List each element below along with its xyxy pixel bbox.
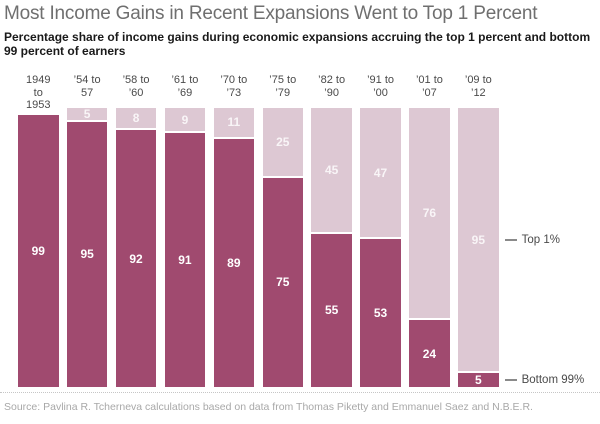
page-subtitle: Percentage share of income gains during … (4, 30, 591, 58)
bar-value-label-bottom99: 89 (227, 255, 241, 270)
annotation-dash-icon (504, 379, 517, 382)
category-label-line: ’58 to (122, 74, 150, 86)
bar-segment-bottom99 (213, 138, 255, 387)
footer-dotted-divider (0, 392, 600, 393)
category-label-line: 1949 (26, 74, 51, 86)
category-label-line: ’54 to (73, 74, 101, 86)
bar-segment-bottom99 (458, 373, 499, 387)
category-label: ’54 to 57 (61, 74, 114, 99)
category-label: ’91 to ’00 (354, 74, 407, 99)
bar-value-label-bottom99: 95 (80, 247, 94, 262)
bar-segment-top1 (115, 108, 157, 129)
bar-value-label-top1: 8 (132, 111, 140, 126)
bar-value-label-top1: 9 (181, 112, 189, 127)
category-label: ’75 to ’79 (257, 74, 310, 99)
annotation-top1-label: Top 1% (521, 233, 560, 246)
bar-value-label-bottom99: 75 (276, 275, 290, 290)
category-label-line: ’82 to (318, 74, 346, 86)
category-label-line: ’60 (128, 86, 144, 99)
bar-value-label-bottom99: 53 (373, 306, 388, 321)
bar-segment-bottom99 (66, 121, 108, 387)
bar-value-label-bottom99: 92 (129, 251, 143, 266)
category-label-line: ’69 (177, 86, 193, 99)
category-label-line: ’91 to (367, 74, 394, 86)
category-label-line: ’01 to (415, 74, 443, 86)
bar-value-label-bottom99: 24 (422, 346, 437, 361)
bar-value-label-top1: 95 (471, 232, 486, 247)
category-label: ’61 to ’69 (159, 74, 212, 99)
category-label: ’09 to ’12 (452, 74, 505, 99)
bar-segment-bottom99 (311, 233, 352, 387)
bar-segment-bottom99 (115, 130, 157, 387)
bar-segment-top1 (311, 108, 352, 232)
bar-segment-bottom99 (360, 239, 401, 387)
category-label: ’70 to ’73 (208, 74, 261, 99)
bar-segment-top1 (409, 108, 450, 319)
category-label-line: ’07 (422, 86, 437, 99)
bar-value-label-top1: 45 (324, 162, 339, 177)
bar-segment-top1 (164, 108, 206, 132)
category-label-line: 57 (81, 86, 94, 99)
category-label-line: to (33, 86, 43, 99)
bar-segment-top1 (262, 108, 303, 176)
category-label-line: ’09 to (464, 74, 492, 86)
annotation-top1: Top 1% (504, 233, 560, 246)
bar-value-label-bottom99: 99 (31, 244, 45, 258)
bar-value-label-top1: 11 (227, 115, 241, 130)
annotation-bottom99: Bottom 99% (504, 374, 585, 387)
annotation-dash-icon (504, 238, 517, 241)
category-label: ’01 to ’07 (403, 74, 456, 99)
category-label-line: ’90 (324, 86, 339, 99)
bar-value-label-top1: 47 (373, 165, 388, 180)
bar-value-label-bottom99: 55 (324, 303, 339, 318)
bar-value-label-top1: 25 (276, 134, 290, 149)
bar-value-label-bottom99: 91 (178, 253, 192, 268)
category-label-line: ’79 (275, 86, 291, 99)
bar-segment-top1 (360, 108, 401, 238)
bar-value-label-top1: 5 (83, 106, 91, 121)
bar-segment-top1 (66, 108, 108, 120)
category-label-line: ’00 (373, 86, 388, 99)
category-label-line: ’75 to (269, 74, 297, 86)
category-label-line: 1953 (26, 99, 51, 111)
bar-value-label-bottom99: 5 (475, 373, 482, 388)
bar-segment-top1 (458, 108, 499, 372)
category-label: ’58 to ’60 (110, 74, 163, 99)
annotation-bottom99-label: Bottom 99% (521, 374, 585, 387)
bar-segment-bottom99 (262, 177, 303, 387)
category-label-line: ’73 (226, 86, 242, 99)
bar-segment-top1 (213, 108, 255, 137)
page-title: Most Income Gains in Recent Expansions W… (4, 3, 538, 24)
category-label: ’82 to ’90 (305, 74, 358, 99)
bar-segment-bottom99 (164, 133, 206, 387)
category-label-line: ’70 to (220, 74, 248, 86)
bar-segment-bottom99 (409, 320, 450, 387)
source-note: Source: Pavlina R. Tcherneva calculation… (4, 401, 533, 413)
category-label-line: ’12 (471, 86, 486, 99)
category-label-line: ’61 to (171, 74, 199, 86)
bar-value-label-top1: 76 (422, 206, 437, 221)
category-label: 1949 to 1953 (12, 74, 65, 112)
bar-segment-bottom99 (18, 115, 59, 387)
